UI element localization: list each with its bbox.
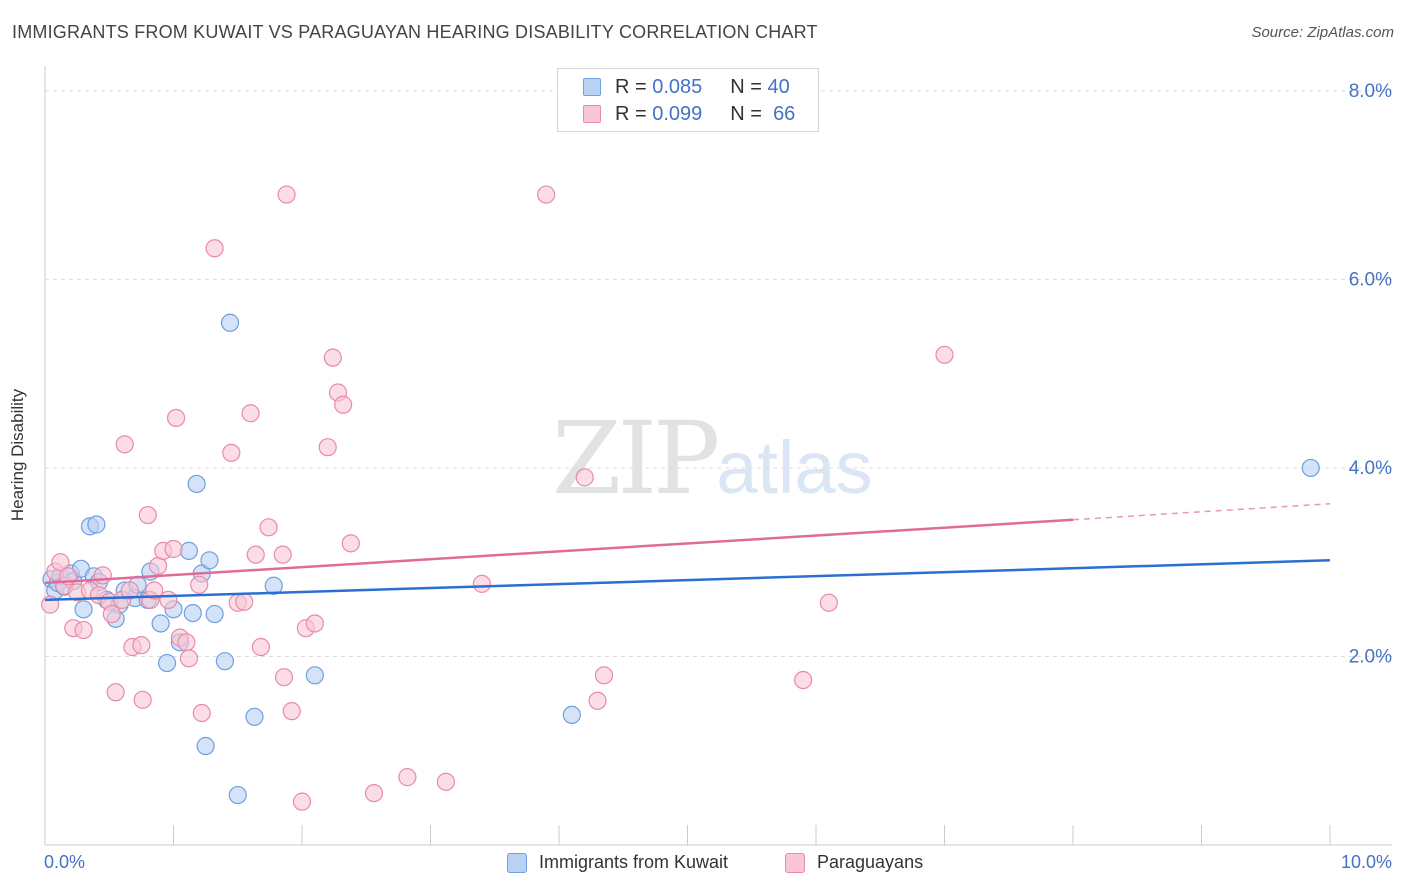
kuwait-point xyxy=(228,785,247,805)
kuwait-point xyxy=(183,603,202,623)
paraguay-point xyxy=(120,581,139,600)
paraguay-point xyxy=(794,670,813,690)
x-tick-label-max: 10.0% xyxy=(1340,852,1392,872)
paraguay-point xyxy=(138,505,157,525)
kuwait-point xyxy=(562,705,581,725)
paraguay-point xyxy=(190,575,209,594)
paraguay-point xyxy=(259,518,278,537)
kuwait-point xyxy=(245,707,264,726)
paraguay-point xyxy=(282,702,301,721)
y-tick-label: 2.0% xyxy=(1349,646,1392,667)
paraguay-point xyxy=(292,792,312,811)
kuwait-point xyxy=(264,576,283,595)
paraguay-point xyxy=(273,545,292,564)
paraguay-point xyxy=(575,468,594,487)
paraguay-trendline xyxy=(44,518,1074,585)
paraguay-n-label: N = xyxy=(730,102,762,125)
paraguay-point xyxy=(164,539,183,559)
legend-label-paraguay: Paraguayans xyxy=(817,852,924,872)
paraguay-point xyxy=(318,438,337,457)
kuwait-point xyxy=(151,614,170,633)
paraguay-point xyxy=(106,683,125,702)
paraguay-r-label: R = xyxy=(615,102,647,125)
paraguay-point xyxy=(323,348,342,367)
paraguay-point xyxy=(222,443,241,462)
paraguay-point xyxy=(436,772,456,791)
paraguay-point xyxy=(205,239,224,258)
kuwait-n-label: N = xyxy=(730,75,762,98)
kuwait-point xyxy=(196,736,215,756)
kuwait-r-label: R = xyxy=(615,75,647,98)
kuwait-point xyxy=(187,474,206,494)
stats-row-kuwait: R = 0.085 N = 40 xyxy=(583,75,790,99)
paraguay-point xyxy=(341,534,360,553)
paraguay-point xyxy=(51,553,70,572)
paraguay-point xyxy=(133,690,152,709)
kuwait-point xyxy=(179,541,199,560)
kuwait-trendline xyxy=(44,559,1331,602)
paraguay-point xyxy=(251,637,270,657)
kuwait-n-value: 40 xyxy=(767,75,790,98)
paraguay-point xyxy=(334,395,353,414)
paraguay-point xyxy=(472,574,491,593)
y-tick-label: 8.0% xyxy=(1349,81,1392,102)
paraguay-point xyxy=(74,620,93,640)
kuwait-point xyxy=(74,600,93,619)
paraguay-point xyxy=(594,666,614,685)
kuwait-point xyxy=(205,604,224,624)
kuwait-point xyxy=(220,313,240,332)
paraguay-point xyxy=(277,185,296,204)
kuwait-point xyxy=(1301,458,1320,478)
paraguay-point xyxy=(132,636,151,655)
paraguay-point xyxy=(588,691,607,710)
y-tick-label: 6.0% xyxy=(1349,269,1392,290)
kuwait-point xyxy=(215,652,234,671)
kuwait-point xyxy=(87,515,106,534)
kuwait-r-value: 0.085 xyxy=(652,75,703,98)
paraguay-point xyxy=(102,604,121,624)
paraguay-point xyxy=(179,649,199,668)
paraguay-point xyxy=(935,345,954,364)
legend-swatch-paraguay xyxy=(785,852,805,873)
paraguay-point xyxy=(398,768,417,787)
x-tick-label-min: 0.0% xyxy=(44,852,86,872)
kuwait-swatch xyxy=(583,78,601,96)
chart-title: IMMIGRANTS FROM KUWAIT VS PARAGUAYAN HEA… xyxy=(12,22,818,42)
paraguay-point xyxy=(235,592,254,611)
paraguay-point xyxy=(145,581,164,600)
legend-item-kuwait[interactable]: Immigrants from Kuwait xyxy=(507,852,728,873)
paraguay-point xyxy=(364,784,384,803)
paraguay-trendline-extrapolated xyxy=(1072,503,1331,521)
kuwait-point xyxy=(157,653,177,673)
legend-swatch-kuwait xyxy=(507,852,527,873)
source-credit: Source: ZipAtlas.com xyxy=(1251,24,1394,41)
paraguay-r-value: 0.099 xyxy=(652,102,703,125)
stats-row-paraguay: R = 0.099 N = 66 xyxy=(583,102,795,126)
stats-box: R = 0.085 N = 40 R = 0.099 N = 66 xyxy=(557,68,819,132)
paraguay-point xyxy=(305,614,324,633)
paraguay-point xyxy=(819,593,838,612)
paraguay-point xyxy=(537,185,556,204)
paraguay-point xyxy=(93,566,112,585)
paraguay-point xyxy=(177,633,196,652)
kuwait-point xyxy=(305,666,324,685)
paraguay-point xyxy=(148,556,168,576)
paraguay-swatch xyxy=(583,105,601,123)
paraguay-n-value: 66 xyxy=(773,102,796,125)
y-tick-label: 4.0% xyxy=(1349,458,1392,479)
paraguay-point xyxy=(241,404,260,423)
paraguay-point xyxy=(246,545,265,564)
y-axis-label: Hearing Disability xyxy=(8,388,27,522)
paraguay-point xyxy=(159,590,178,610)
legend-label-kuwait: Immigrants from Kuwait xyxy=(539,852,729,872)
paraguay-point xyxy=(115,435,134,454)
paraguay-point xyxy=(166,408,186,428)
kuwait-point xyxy=(200,551,219,570)
paraguay-point xyxy=(192,703,211,723)
paraguay-point xyxy=(274,668,294,687)
legend-item-paraguay[interactable]: Paraguayans xyxy=(785,852,923,873)
